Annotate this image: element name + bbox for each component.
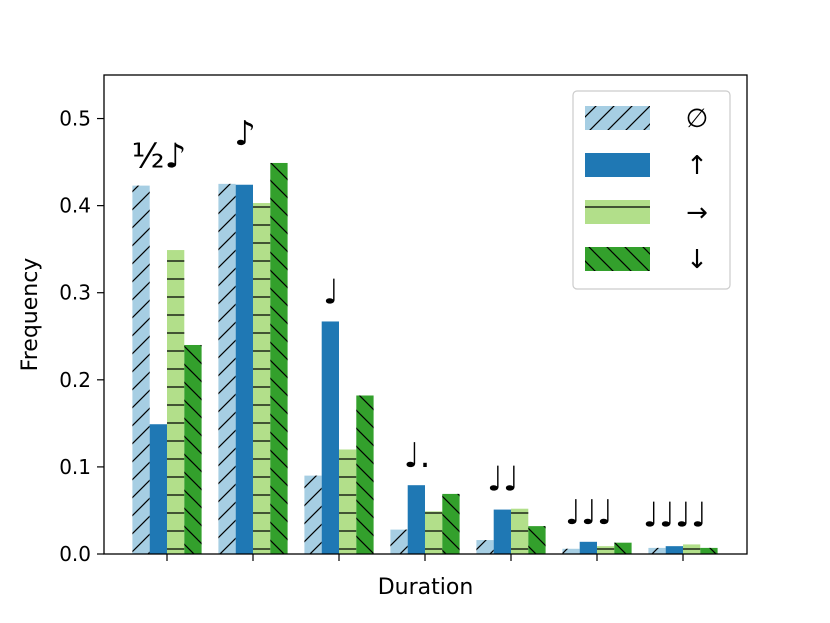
legend-label: ∅ <box>686 104 709 134</box>
bar-hatch-1-series-1 <box>132 185 150 554</box>
legend-swatch-hatch <box>585 247 650 271</box>
bar-hatch-5-series-1 <box>476 540 494 554</box>
category-label: ♩ <box>323 272 339 312</box>
y-tick-label: 0.5 <box>59 107 91 131</box>
category-label: ♩♩♩♩ <box>643 495 707 535</box>
bar-hatch-3-series-1 <box>304 475 322 554</box>
category-label: ♪ <box>234 114 256 154</box>
bar-3-series-2 <box>321 321 339 554</box>
bar-2-series-2 <box>235 184 253 554</box>
bar-hatch-3-series-4 <box>356 395 374 554</box>
legend-label: ↓ <box>686 245 708 275</box>
bar-6-series-2 <box>579 541 597 554</box>
category-labels: ½♪♪♩♩.♩♩♩♩♩ ♩♩♩♩ <box>132 114 707 535</box>
y-tick-label: 0.2 <box>59 368 91 392</box>
bar-hatch-2-series-1 <box>218 183 236 554</box>
category-label: ♩. <box>404 436 431 476</box>
bar-hatch-3-series-3 <box>339 449 357 554</box>
legend: ∅ ↑ → ↓ <box>572 90 731 290</box>
legend-label: ↑ <box>686 151 708 181</box>
legend-box <box>572 90 731 290</box>
bar-hatch-7-series-1 <box>648 547 666 554</box>
plot-frame <box>103 74 748 555</box>
bar-hatch-4-series-3 <box>425 511 443 554</box>
bar-1-series-2 <box>149 424 167 554</box>
bar-hatch-1-series-4 <box>184 344 202 554</box>
y-tick-label: 0.4 <box>59 194 91 218</box>
legend-swatch-hatch <box>585 106 650 130</box>
category-label: ♩♩ <box>487 460 519 500</box>
bar-hatch-4-series-1 <box>390 529 408 554</box>
bar-hatch-5-series-3 <box>511 508 529 554</box>
category-label: ½♪ <box>132 137 187 177</box>
bar-hatch-5-series-4 <box>528 526 546 554</box>
bar-hatch-6-series-4 <box>614 542 632 554</box>
y-tick-label: 0.1 <box>59 455 91 479</box>
x-axis <box>166 554 684 561</box>
bar-hatch-7-series-4 <box>700 547 718 554</box>
bar-hatch-2-series-3 <box>253 203 271 555</box>
bar-5-series-2 <box>493 509 511 554</box>
category-label: ♩♩♩ <box>565 493 613 533</box>
bar-7-series-2 <box>665 546 683 554</box>
y-tick-label: 0.3 <box>59 281 91 305</box>
bar-4-series-2 <box>407 485 425 554</box>
bars-group <box>132 162 718 555</box>
y-axis-title: Frequency <box>18 258 43 372</box>
bar-hatch-6-series-1 <box>562 548 580 554</box>
bar-hatch-1-series-3 <box>167 250 185 554</box>
bar-hatch-2-series-4 <box>270 162 288 554</box>
x-axis-title: Duration <box>378 575 474 600</box>
bar-hatch-7-series-3 <box>683 544 701 554</box>
y-axis: 0.0 0.1 0.2 0.3 0.4 0.5 <box>59 107 104 566</box>
y-tick-label: 0.0 <box>59 542 91 566</box>
legend-label: → <box>686 198 708 228</box>
bar-hatch-6-series-3 <box>597 546 615 554</box>
legend-swatch <box>585 153 650 177</box>
bar-hatch-4-series-4 <box>442 493 460 554</box>
legend-swatch-hatch <box>585 200 650 224</box>
